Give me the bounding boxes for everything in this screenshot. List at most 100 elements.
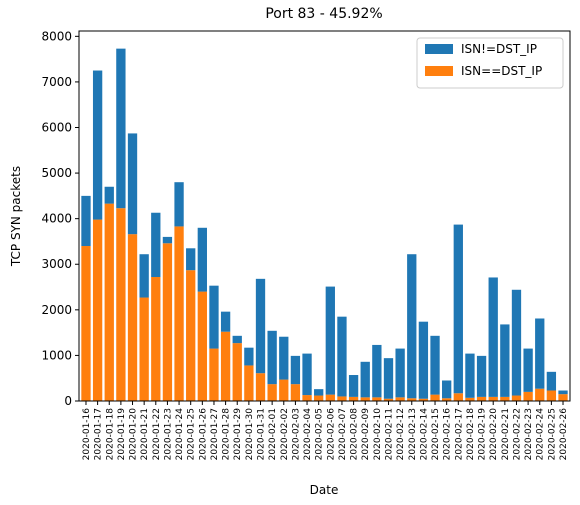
x-tick-label: 2020-01-19 <box>117 408 127 461</box>
bar-segment <box>407 254 417 399</box>
bar-segment <box>209 285 219 349</box>
x-tick-label: 2020-02-05 <box>315 408 325 460</box>
y-tick-label: 7000 <box>41 75 72 89</box>
bar-segment <box>162 236 173 244</box>
x-tick-label: 2020-02-21 <box>501 408 511 460</box>
x-tick-label: 2020-02-09 <box>361 408 371 461</box>
x-tick-label: 2020-01-27 <box>210 408 220 460</box>
bar-segment <box>337 316 347 397</box>
bar-segment <box>465 353 475 398</box>
bar-segment <box>290 355 301 385</box>
legend-label: ISN!=DST_IP <box>461 42 537 56</box>
bar-segment <box>220 331 231 401</box>
bar-segment <box>290 384 301 401</box>
y-tick-label: 2000 <box>41 303 72 317</box>
bar-segment <box>174 182 184 227</box>
bar-segment <box>255 373 266 401</box>
bar-segment <box>127 133 138 235</box>
bar-segment <box>453 393 463 401</box>
x-tick-label: 2020-02-04 <box>303 408 313 461</box>
x-tick-label: 2020-01-24 <box>175 408 185 461</box>
bar-segment <box>104 186 114 204</box>
x-tick-label: 2020-02-23 <box>524 408 534 460</box>
x-tick-label: 2020-02-19 <box>478 408 488 461</box>
bar-segment <box>220 311 231 332</box>
bar-segment <box>372 397 382 401</box>
bar-segment <box>197 227 207 292</box>
x-tick-label: 2020-02-11 <box>384 408 394 460</box>
bar-segment <box>453 224 463 394</box>
x-tick-label: 2020-02-25 <box>547 408 557 460</box>
bar-segment <box>395 348 405 398</box>
bar-segment <box>430 394 440 401</box>
x-tick-label: 2020-02-16 <box>443 408 453 461</box>
bar-segment <box>244 365 254 401</box>
bar-segment <box>209 348 219 401</box>
x-tick-label: 2020-02-15 <box>431 408 441 460</box>
y-tick-label: 4000 <box>41 212 72 226</box>
bar-segment <box>267 384 277 401</box>
bar-segment <box>511 395 522 401</box>
bar-segment <box>348 375 359 397</box>
x-tick-label: 2020-02-14 <box>419 408 429 461</box>
x-tick-label: 2020-01-21 <box>140 408 150 460</box>
plot-frame <box>78 30 571 402</box>
bar-segment <box>511 289 522 396</box>
bar-segment <box>81 195 91 247</box>
bar-segment <box>407 398 417 401</box>
x-tick-label: 2020-02-03 <box>291 408 301 460</box>
x-tick-label: 2020-01-18 <box>105 408 115 461</box>
bar-segment <box>197 291 207 401</box>
bar-segment <box>442 398 452 401</box>
x-tick-label: 2020-02-02 <box>280 408 290 460</box>
bar-segment <box>488 277 498 397</box>
bar-segment <box>360 361 370 398</box>
x-tick-label: 2020-02-22 <box>512 408 522 460</box>
bar-segment <box>546 390 557 401</box>
x-tick-label: 2020-02-18 <box>466 408 476 461</box>
x-tick-label: 2020-02-10 <box>373 408 383 461</box>
bar-segment <box>151 277 161 401</box>
bar-segment <box>476 396 487 401</box>
legend-box <box>416 37 564 89</box>
x-tick-label: 2020-01-28 <box>222 408 232 461</box>
x-tick-label: 2020-02-01 <box>268 408 278 460</box>
bar-segment <box>186 248 196 271</box>
bar-segment <box>465 397 475 401</box>
bar-segment <box>127 234 138 401</box>
bar-segment <box>546 371 557 391</box>
bar-segment <box>325 394 335 401</box>
bar-segment <box>348 396 359 401</box>
y-tick-label: 6000 <box>41 120 72 134</box>
x-tick-label: 2020-02-24 <box>536 408 546 461</box>
bar-segment <box>418 321 429 399</box>
x-tick-label: 2020-01-16 <box>82 408 92 461</box>
bar-segment <box>186 270 196 401</box>
x-tick-label: 2020-01-25 <box>187 408 197 460</box>
bar-segment <box>383 358 394 399</box>
x-tick-label: 2020-01-30 <box>245 408 255 461</box>
bar-segment <box>279 379 289 401</box>
x-tick-label: 2020-01-17 <box>94 408 104 460</box>
x-tick-label: 2020-02-13 <box>408 408 418 460</box>
bar-segment <box>337 396 347 401</box>
bar-segment <box>314 395 324 401</box>
bar-segment <box>523 391 533 401</box>
bar-segment <box>302 353 312 396</box>
x-tick-label: 2020-02-17 <box>454 408 464 460</box>
bar-segment <box>279 336 289 380</box>
y-axis-label: TCP SYN packets <box>9 166 23 267</box>
x-tick-label: 2020-01-20 <box>129 408 139 461</box>
x-tick-label: 2020-02-12 <box>396 408 406 460</box>
bar-segment <box>500 396 510 401</box>
bar-segment <box>232 335 242 344</box>
bar-segment <box>92 219 103 401</box>
bar-segment <box>558 390 568 395</box>
bar-segment <box>488 396 498 401</box>
bar-segment <box>418 398 429 401</box>
x-tick-label: 2020-02-07 <box>338 408 348 460</box>
y-tick-label: 5000 <box>41 166 72 180</box>
y-tick-label: 8000 <box>41 29 72 43</box>
bar-segment <box>255 278 266 374</box>
bar-segment <box>372 344 382 398</box>
